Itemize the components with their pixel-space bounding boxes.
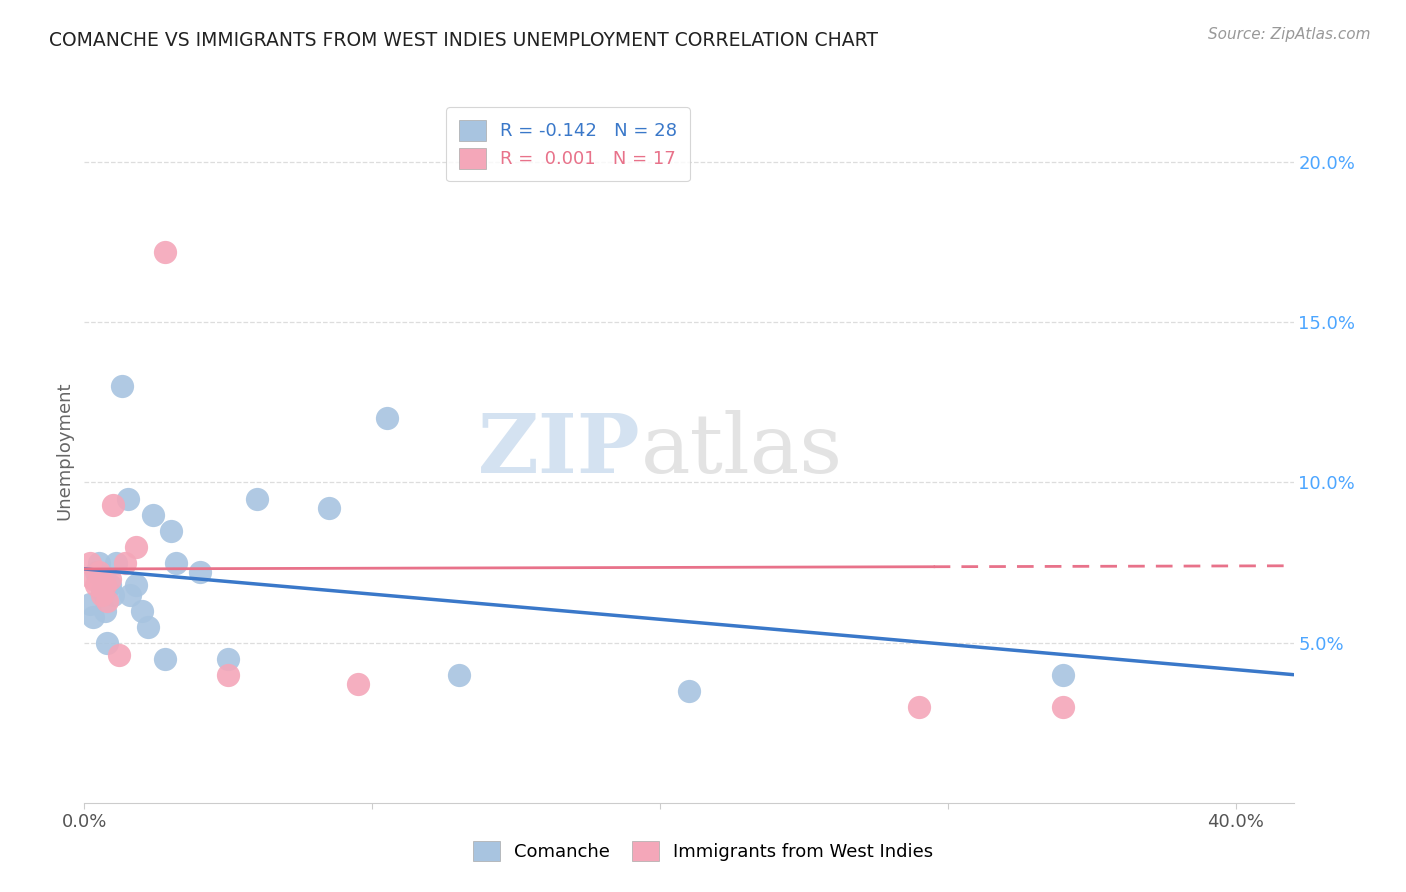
Point xyxy=(1052,699,1074,714)
Point xyxy=(120,588,142,602)
Text: COMANCHE VS IMMIGRANTS FROM WEST INDIES UNEMPLOYMENT CORRELATION CHART: COMANCHE VS IMMIGRANTS FROM WEST INDIES … xyxy=(49,31,879,50)
Point xyxy=(108,648,131,663)
Point xyxy=(101,498,124,512)
Point xyxy=(347,677,370,691)
Point xyxy=(188,565,211,579)
Point xyxy=(82,610,104,624)
Point xyxy=(217,651,239,665)
Point xyxy=(114,556,136,570)
Point xyxy=(153,651,176,665)
Point xyxy=(98,578,121,592)
Point xyxy=(159,524,181,538)
Point xyxy=(90,588,112,602)
Point xyxy=(79,597,101,611)
Point xyxy=(908,699,931,714)
Point xyxy=(131,604,153,618)
Y-axis label: Unemployment: Unemployment xyxy=(55,381,73,520)
Point xyxy=(447,667,470,681)
Point xyxy=(84,565,107,579)
Point xyxy=(87,565,110,579)
Point xyxy=(678,683,700,698)
Point xyxy=(93,578,115,592)
Point xyxy=(93,604,115,618)
Point xyxy=(96,635,118,649)
Point xyxy=(318,501,340,516)
Point xyxy=(98,572,121,586)
Point xyxy=(166,556,188,570)
Text: Source: ZipAtlas.com: Source: ZipAtlas.com xyxy=(1208,27,1371,42)
Point xyxy=(246,491,269,506)
Point xyxy=(87,556,110,570)
Point xyxy=(105,556,128,570)
Point xyxy=(217,667,239,681)
Text: ZIP: ZIP xyxy=(478,410,641,491)
Point xyxy=(142,508,165,522)
Point xyxy=(136,619,159,633)
Point xyxy=(125,578,148,592)
Point xyxy=(375,411,398,425)
Point xyxy=(153,244,176,259)
Point xyxy=(96,594,118,608)
Point xyxy=(90,584,112,599)
Point xyxy=(111,379,134,393)
Legend: Comanche, Immigrants from West Indies: Comanche, Immigrants from West Indies xyxy=(460,828,946,874)
Point xyxy=(79,556,101,570)
Point xyxy=(1052,667,1074,681)
Point xyxy=(101,588,124,602)
Text: atlas: atlas xyxy=(641,410,842,491)
Point xyxy=(84,578,107,592)
Legend: R = -0.142   N = 28, R =  0.001   N = 17: R = -0.142 N = 28, R = 0.001 N = 17 xyxy=(446,107,690,181)
Point xyxy=(82,572,104,586)
Point xyxy=(117,491,139,506)
Point xyxy=(125,540,148,554)
